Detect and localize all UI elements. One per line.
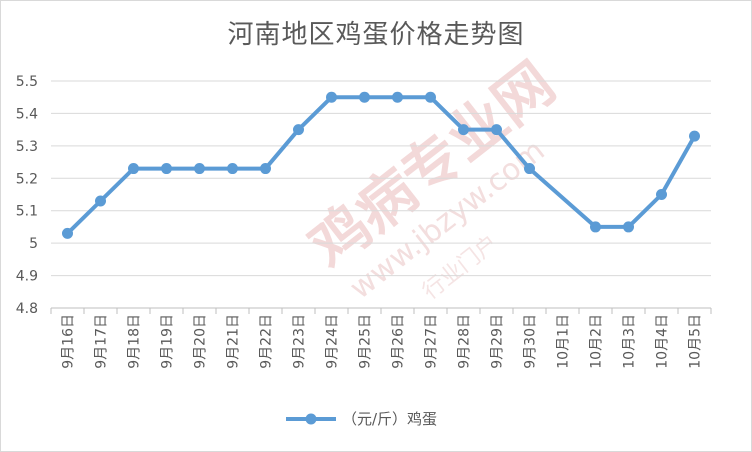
x-tick-label: 9月24日 — [325, 314, 341, 369]
x-tick-label: 9月28日 — [457, 314, 473, 369]
y-tick-label: 5.2 — [16, 171, 38, 187]
data-point — [656, 189, 667, 200]
x-tick-label: 9月30日 — [523, 314, 539, 369]
x-tick-label: 10月1日 — [556, 314, 572, 369]
x-tick-label: 9月26日 — [391, 314, 407, 369]
x-tick-label: 10月3日 — [622, 314, 638, 369]
gridlines — [51, 80, 711, 277]
legend-label: （元/斤）鸡蛋 — [342, 410, 437, 428]
y-tick-label: 5.1 — [16, 204, 38, 220]
x-tick-label: 9月17日 — [94, 314, 110, 369]
data-point — [359, 91, 370, 103]
x-tick-label: 9月18日 — [127, 314, 143, 369]
data-point — [392, 91, 403, 103]
data-point — [161, 163, 172, 175]
data-point — [623, 221, 634, 233]
y-tick-label: 4.9 — [16, 269, 38, 285]
x-tick-label: 9月16日 — [61, 314, 77, 369]
y-tick-label: 5 — [29, 236, 38, 252]
x-tick-label: 9月27日 — [424, 314, 440, 369]
data-point — [62, 227, 73, 239]
y-tick-label: 4.8 — [16, 301, 38, 317]
x-tick-label: 9月21日 — [226, 314, 242, 369]
x-tick-label: 9月29日 — [490, 314, 506, 369]
data-point — [95, 195, 106, 207]
data-point — [524, 163, 535, 175]
data-point — [260, 163, 271, 175]
data-point — [128, 163, 139, 175]
chart-title: 河南地区鸡蛋价格走势图 — [227, 20, 525, 50]
data-point — [293, 124, 304, 136]
x-tick-label: 10月4日 — [655, 314, 671, 369]
legend-marker — [305, 413, 317, 425]
data-point — [194, 163, 205, 175]
data-point — [491, 124, 502, 136]
data-point — [227, 163, 238, 175]
x-tick-label: 9月20日 — [193, 314, 209, 369]
x-tick-label: 10月5日 — [688, 314, 704, 369]
data-point — [689, 130, 700, 142]
x-tick-label: 10月2日 — [589, 314, 605, 369]
data-point — [590, 221, 601, 233]
data-point — [458, 124, 469, 136]
x-tick-label: 9月23日 — [292, 314, 308, 369]
y-tick-label: 5.3 — [16, 139, 38, 155]
y-tick-label: 5.5 — [16, 74, 38, 90]
axes: 4.8 4.9 5 5.1 5.2 5.3 5.4 5.5 9月16日 9月17日 9月18日 9月1… — [16, 74, 712, 369]
x-tick-label: 9月22日 — [259, 314, 275, 369]
legend: （元/斤）鸡蛋 — [286, 410, 437, 428]
x-tick-label: 9月25日 — [358, 314, 374, 369]
y-tick-label: 5.4 — [16, 106, 38, 122]
series-layer — [62, 91, 700, 239]
data-point — [326, 91, 337, 103]
data-point — [425, 91, 436, 103]
x-tick-label: 9月19日 — [160, 314, 176, 369]
